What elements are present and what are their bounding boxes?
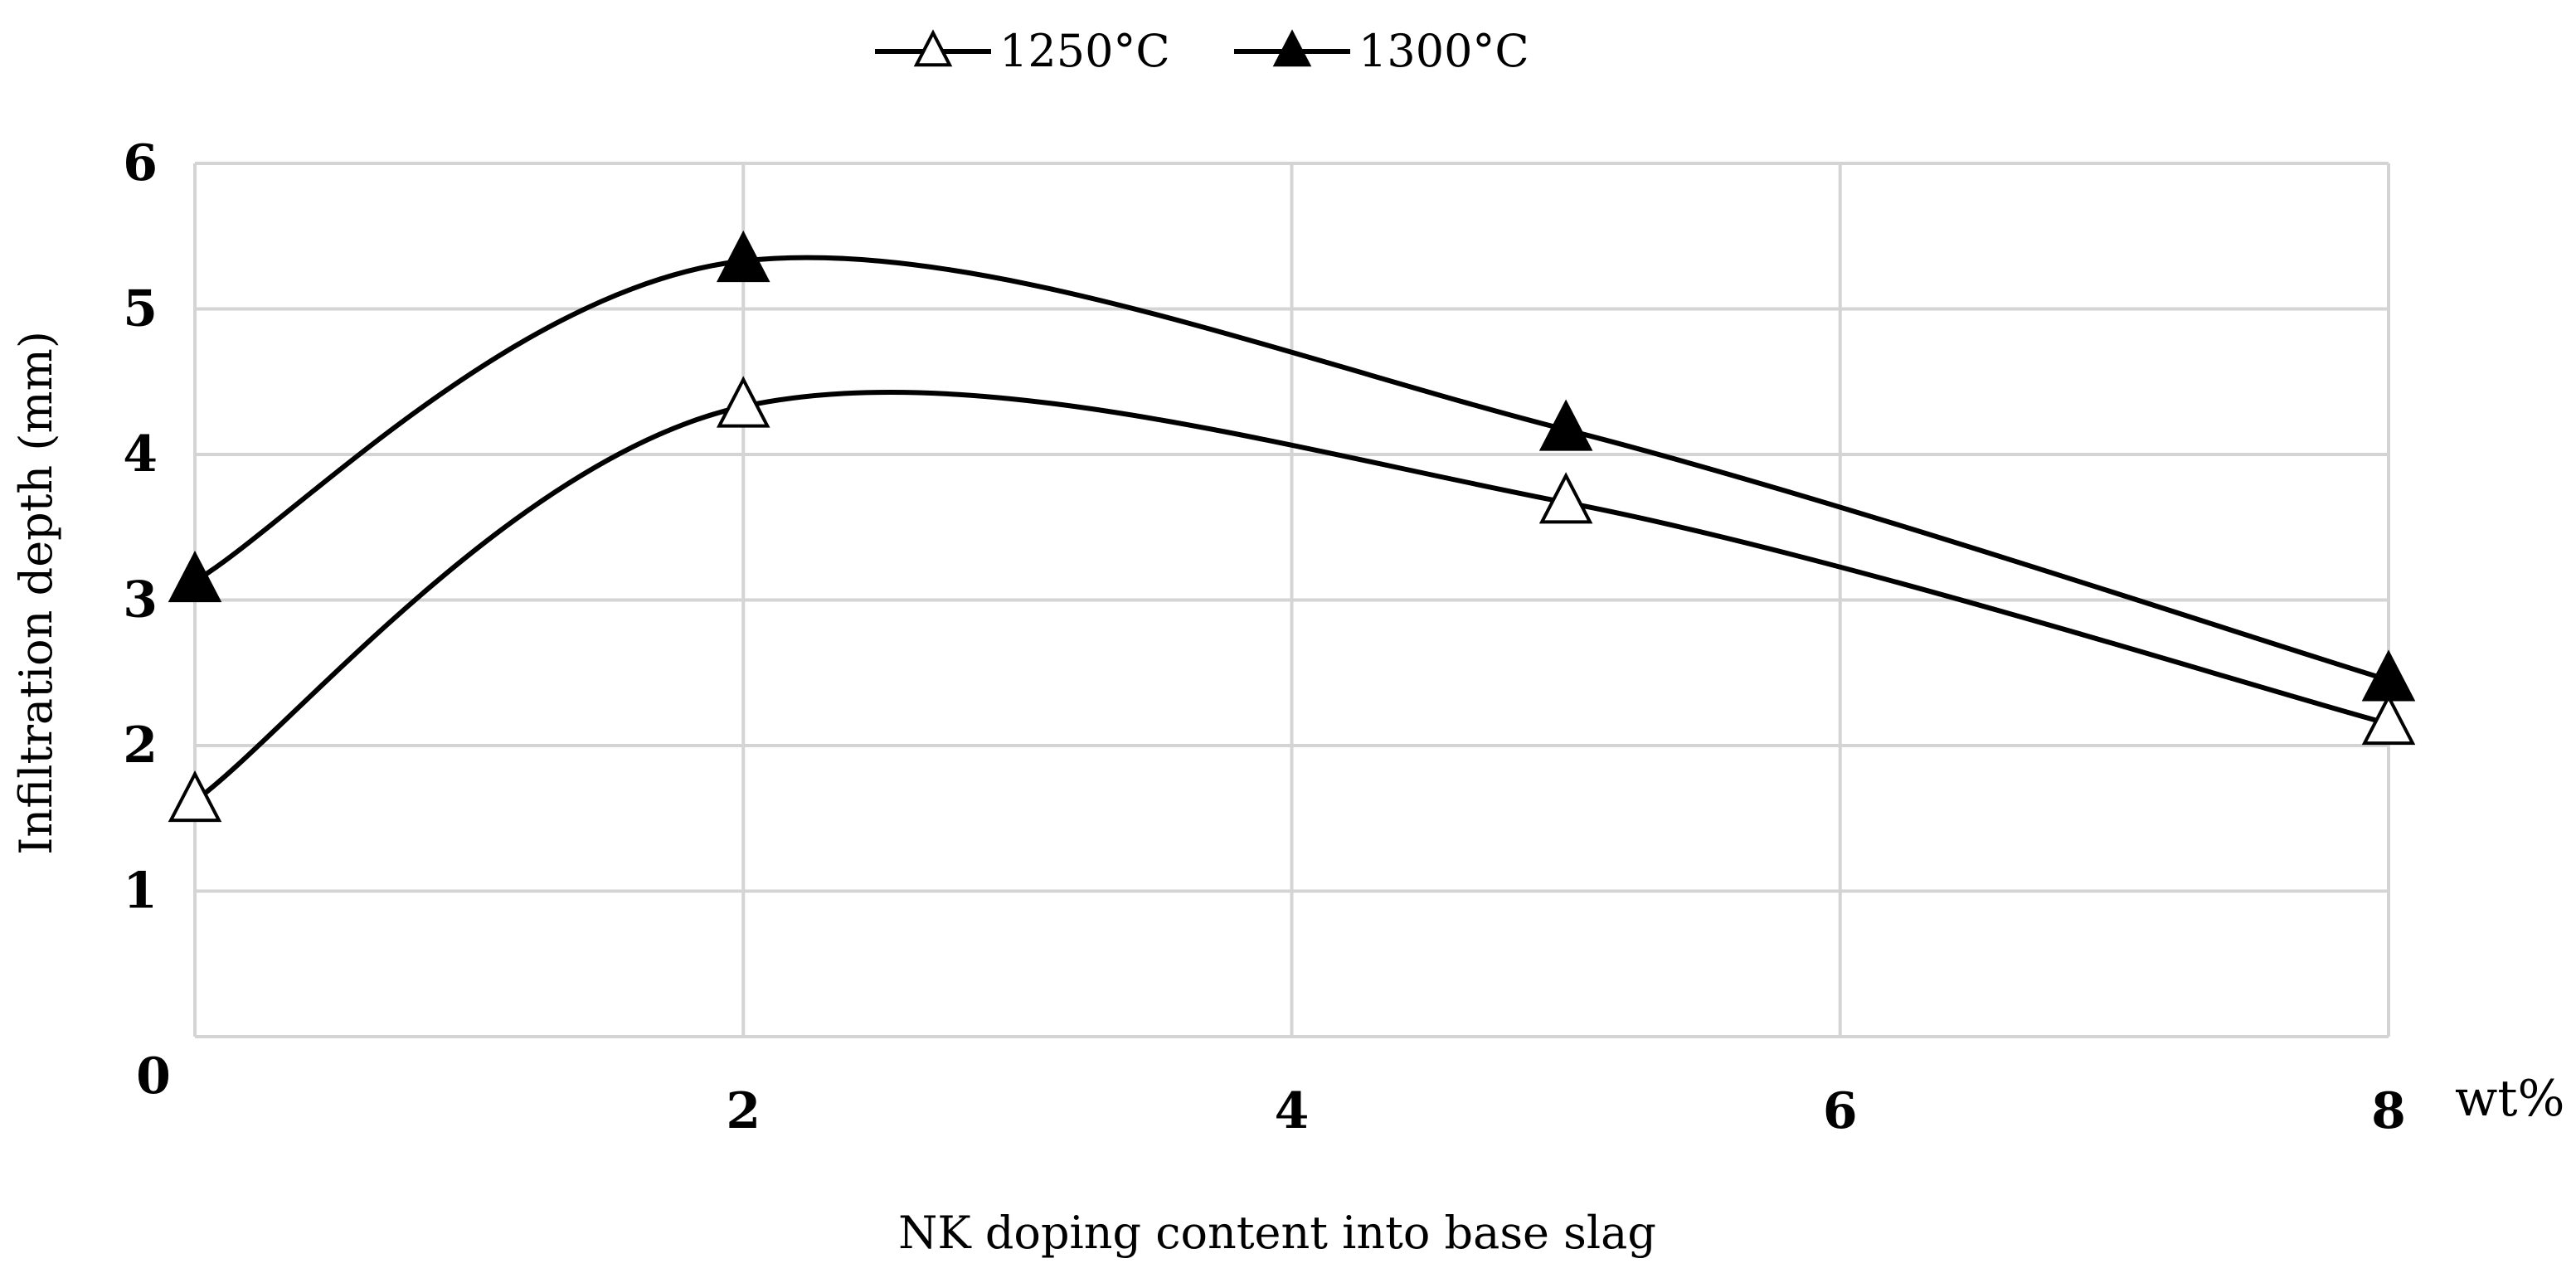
x-unit-label: wt% xyxy=(2455,1070,2564,1128)
legend-item-0: 1250°C xyxy=(875,25,1170,77)
x-tick-label: 0 xyxy=(136,1047,171,1105)
x-axis-title: NK doping content into base slag xyxy=(898,1207,1656,1259)
series-0 xyxy=(168,376,2416,823)
legend-label: 1300°C xyxy=(1358,25,1529,77)
tick-labels: 0 2 4 6 8 1 2 3 4 5 6 xyxy=(123,134,2406,1140)
legend-label: 1250°C xyxy=(999,25,1170,77)
y-axis-title: Infiltration depth (mm) xyxy=(10,331,62,855)
gridlines xyxy=(195,162,2390,1037)
x-tick-label: 8 xyxy=(2371,1082,2406,1140)
data-point xyxy=(1538,472,1593,524)
data-point xyxy=(716,376,770,428)
x-tick-label: 4 xyxy=(1275,1082,1310,1140)
series-layer xyxy=(168,230,2416,823)
series-line xyxy=(193,255,2389,683)
y-tick-label: 1 xyxy=(123,862,158,921)
data-point xyxy=(2361,649,2416,702)
series-line xyxy=(193,390,2389,804)
data-point xyxy=(1538,399,1593,451)
y-tick-label: 5 xyxy=(123,280,158,338)
data-point xyxy=(2361,692,2416,746)
y-tick-label: 3 xyxy=(123,571,158,629)
data-point xyxy=(168,550,222,603)
series-1 xyxy=(168,230,2416,702)
y-tick-label: 6 xyxy=(123,134,158,192)
y-tick-label: 4 xyxy=(123,425,158,483)
x-tick-label: 2 xyxy=(726,1082,761,1140)
x-tick-label: 6 xyxy=(1823,1082,1858,1140)
data-point xyxy=(168,770,222,823)
legend-marker xyxy=(913,29,953,67)
legend-marker xyxy=(1272,29,1312,67)
y-tick-label: 2 xyxy=(123,717,158,775)
legend: 1250°C 1300°C xyxy=(875,25,1529,77)
legend-item-1: 1300°C xyxy=(1234,25,1529,77)
data-point xyxy=(716,230,770,283)
